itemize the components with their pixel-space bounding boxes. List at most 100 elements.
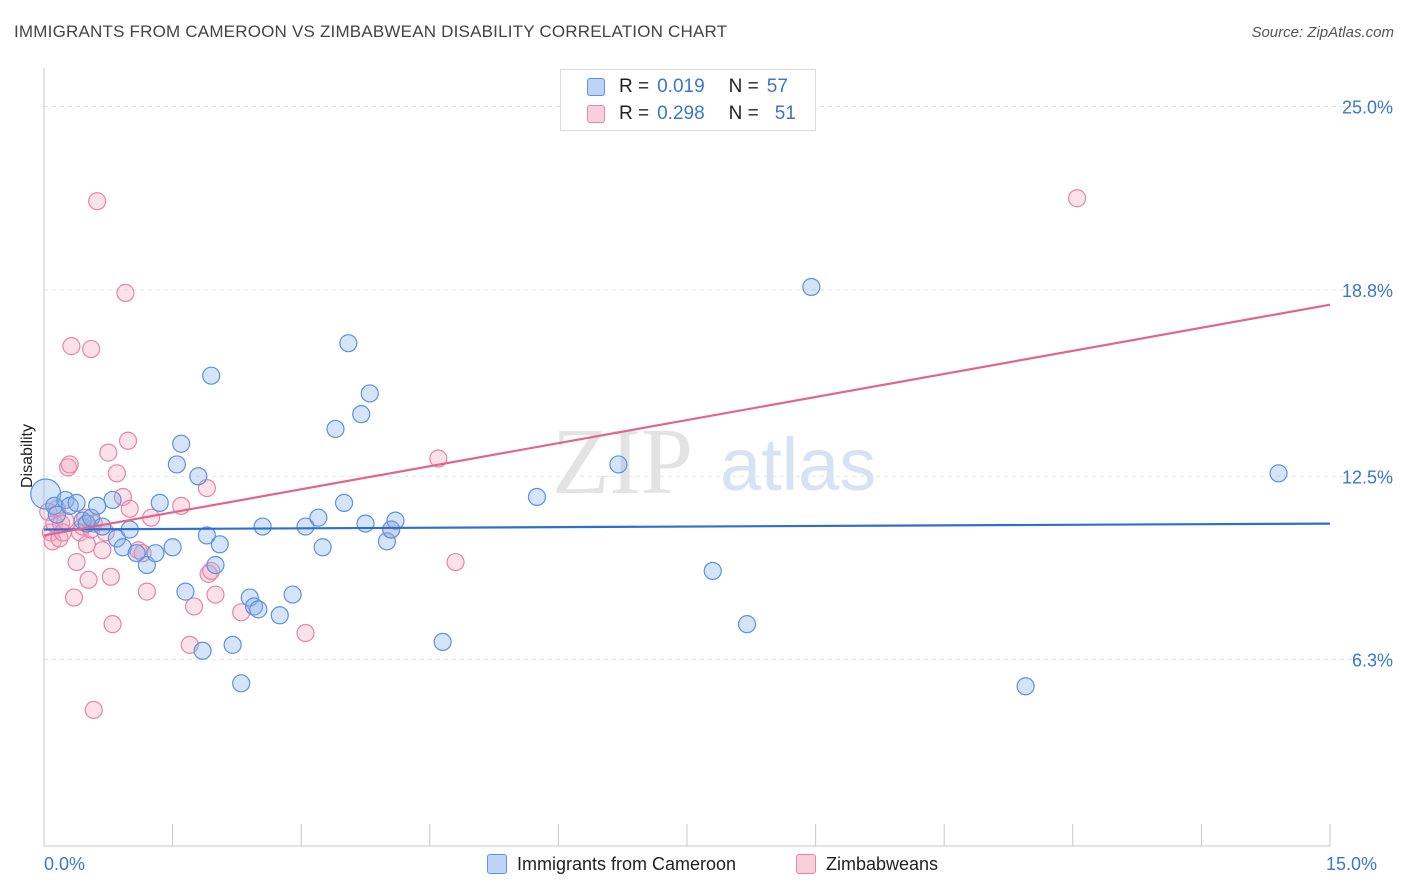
cameroon-point [352, 405, 371, 424]
legend-swatch-blue [587, 78, 605, 96]
zimbabweans-point [296, 623, 315, 643]
cameroon-point [283, 585, 302, 604]
cameroon-point [309, 508, 328, 527]
bottom-legend-swatch-pink [796, 854, 816, 874]
zimbabweans-point [133, 544, 152, 563]
cameroon-point [313, 538, 332, 557]
legend-row-zimbabweans: R = 0.298 N = 51 [587, 102, 796, 126]
cameroon-point [210, 535, 229, 554]
cameroon-point [253, 517, 272, 536]
watermark-zip: ZIP [552, 410, 693, 514]
cameroon-point [113, 538, 132, 557]
zimbabweans-point [446, 552, 465, 572]
cameroon-point [88, 496, 107, 515]
zimbabweans-point [79, 570, 98, 589]
stats-legend: R = 0.019 N = 57 R = 0.298 N = 51 [560, 69, 816, 131]
zimbabweans-point [67, 552, 86, 572]
cameroon-point [356, 514, 375, 533]
chart-title: IMMIGRANTS FROM CAMEROON VS ZIMBABWEAN D… [14, 22, 728, 41]
cameroon-point [1016, 677, 1035, 696]
bottom-legend-label: Zimbabweans [826, 853, 939, 874]
grid-lines [44, 106, 1392, 661]
legend-n-label: N = [728, 76, 759, 97]
cameroon-point [527, 487, 547, 507]
cameroon-point [360, 384, 379, 403]
zimbabweans-point [118, 431, 138, 450]
source-note: Source: ZipAtlas.com [1251, 24, 1394, 41]
watermark-atlas: atlas [720, 423, 876, 506]
cameroon-point [249, 600, 268, 619]
legend-n-value: 57 [766, 76, 788, 97]
axes [43, 68, 1331, 847]
y-tick-label: 25.0% [1342, 98, 1393, 118]
zimbabweans-point [116, 283, 135, 302]
zimbabweans-point [93, 541, 112, 560]
cameroon-point [326, 419, 345, 439]
watermark: ZIP atlas [552, 410, 876, 514]
cameroon-point [167, 455, 186, 474]
bottom-legend-label: Immigrants from Cameroon [517, 853, 737, 874]
zimbabweans-point [77, 535, 96, 554]
cameroon-point [146, 544, 165, 563]
zimbabweans-point [120, 499, 139, 518]
cameroon-point [103, 490, 122, 510]
zimbabweans-point [60, 455, 79, 474]
cameroon-point [127, 544, 146, 563]
cameroon-point [270, 606, 289, 625]
zimbabweans-point [107, 464, 126, 483]
cameroon-point [150, 493, 169, 512]
zimbabweans-point [1067, 189, 1087, 208]
cameroon-point [30, 478, 62, 510]
y-tick-labels: 6.3% 12.5% 18.8% 25.0% [1342, 98, 1393, 671]
cameroon-point [223, 635, 242, 654]
cameroon-point [1269, 464, 1288, 483]
zimbabweans-point [206, 585, 225, 604]
cameroon-point [189, 467, 208, 486]
legend-r-label: R = [619, 76, 650, 97]
cameroon-point [339, 334, 358, 353]
y-axis-label: Disability [19, 423, 36, 489]
zimbabweans-point [82, 339, 101, 359]
zimbabweans-trend-line [43, 303, 1331, 537]
zimbabweans-point [84, 700, 103, 720]
legend-r-value: 0.019 [657, 76, 705, 97]
x-min-label: 0.0% [44, 854, 86, 874]
bottom-legend-zimbabweans: Zimbabweans [796, 852, 938, 876]
cameroon-point [202, 366, 221, 385]
cameroon-trend-line [43, 522, 1331, 531]
zimbabweans-point [103, 615, 122, 634]
zimbabweans-point [64, 588, 84, 607]
cameroon-point [232, 674, 251, 693]
legend-n-value: 51 [774, 103, 796, 124]
zimbabweans-point [58, 458, 78, 477]
cameroon-point [609, 455, 628, 474]
cameroon-point [163, 538, 182, 557]
cameroon-point [382, 520, 401, 539]
cameroon-point [377, 532, 397, 551]
cameroon-point [172, 434, 191, 453]
cameroon-point [737, 615, 757, 634]
cameroon-point [433, 632, 452, 652]
legend-n-label: N = [728, 103, 759, 124]
zimbabweans-point [62, 337, 81, 356]
cameroon-point [47, 505, 66, 524]
zimbabweans-point [88, 192, 107, 211]
cameroon-point [296, 517, 315, 536]
cameroon-point [802, 277, 821, 297]
cameroon-point [703, 561, 722, 581]
bottom-legend-swatch-blue [487, 854, 507, 874]
trend-lines [43, 303, 1331, 537]
zimbabweans-point [184, 597, 204, 616]
cameroon-point [334, 493, 354, 512]
cameroon-point [386, 511, 405, 530]
cameroon-point [193, 641, 212, 660]
y-tick-label: 18.8% [1342, 281, 1393, 301]
x-max-label: 15.0% [1326, 854, 1378, 874]
legend-r-value: 0.298 [657, 103, 705, 124]
cameroon-point [206, 555, 225, 575]
cameroon-point [176, 582, 195, 601]
legend-swatch-pink [587, 105, 605, 123]
bottom-legend-cameroon: Immigrants from Cameroon [487, 852, 736, 876]
legend-r-label: R = [619, 103, 650, 124]
